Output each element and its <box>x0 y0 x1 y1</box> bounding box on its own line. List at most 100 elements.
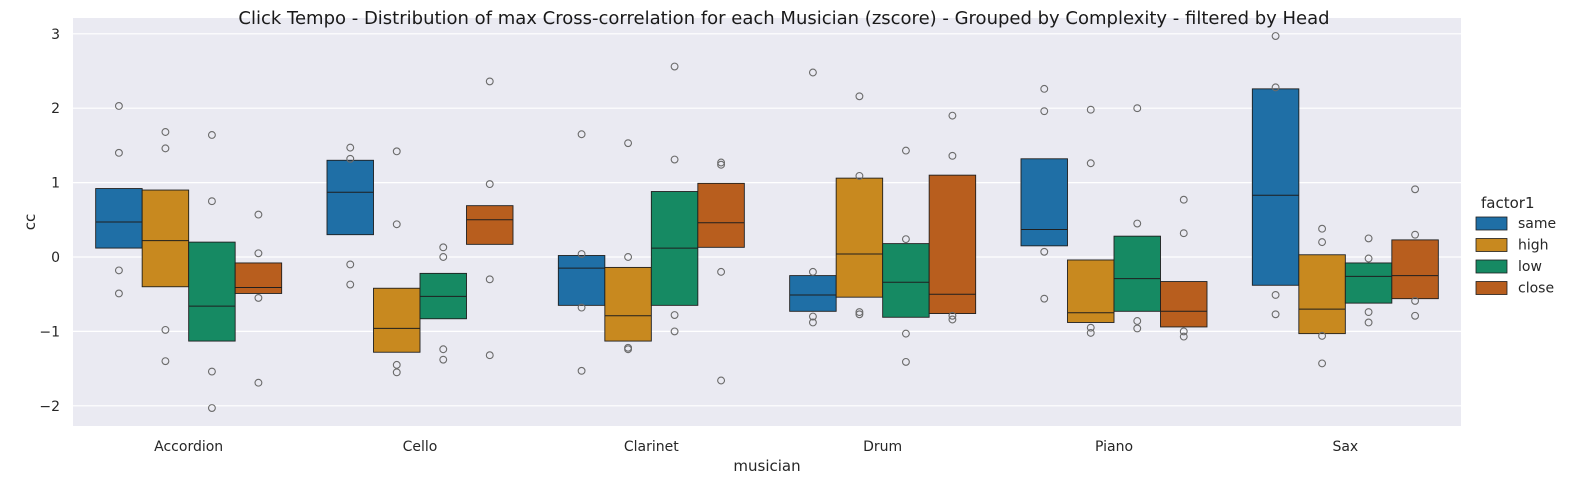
box-same <box>1020 158 1068 247</box>
outlier-point <box>1271 290 1280 299</box>
outlier-point <box>901 329 910 338</box>
box-same <box>789 275 837 312</box>
outlier-point <box>114 266 123 275</box>
outlier-point <box>717 160 726 169</box>
y-tick-label: 2 <box>51 101 60 117</box>
legend-swatch-low <box>1475 259 1508 274</box>
box-high <box>373 287 421 353</box>
outlier-point <box>855 310 864 319</box>
outlier-point <box>948 111 957 120</box>
outlier-point <box>1411 311 1420 320</box>
x-tick-labels: Accordion Cello Clarinet Drum Piano Sax <box>154 439 1358 455</box>
outlier-point <box>1086 328 1095 337</box>
outlier-point <box>392 360 401 369</box>
outlier-point <box>1411 296 1420 305</box>
outlier-point <box>1086 105 1095 114</box>
outlier-point <box>392 368 401 377</box>
legend-title: factor1 <box>1481 194 1535 212</box>
outlier-point <box>624 139 633 148</box>
outlier-point <box>901 146 910 155</box>
outlier-point <box>948 311 957 320</box>
outlier-point <box>254 293 263 302</box>
legend: factor1 same high low close <box>1475 194 1556 297</box>
outlier-point <box>1318 224 1327 233</box>
outlier-point <box>254 378 263 387</box>
outlier-point <box>439 243 448 252</box>
box-high <box>604 266 652 342</box>
outlier-point <box>439 355 448 364</box>
outlier-point <box>577 130 586 139</box>
outlier-point <box>1318 238 1327 247</box>
outlier-point <box>624 253 633 261</box>
y-tick-label: −1 <box>39 324 60 340</box>
outlier-point <box>1364 254 1373 263</box>
legend-label-high: high <box>1518 238 1549 254</box>
outlier-point <box>1318 359 1327 368</box>
outlier-point <box>1411 230 1420 239</box>
outlier-point <box>855 92 864 101</box>
outlier-point <box>1133 104 1142 113</box>
outlier-point <box>717 376 726 385</box>
outlier-point <box>670 62 679 71</box>
outlier-point <box>207 367 216 376</box>
outlier-point <box>855 171 864 180</box>
box-close <box>234 262 283 294</box>
outlier-point <box>439 345 448 354</box>
box-close <box>697 182 745 248</box>
outlier-point <box>346 280 355 289</box>
y-tick-label: 1 <box>51 176 60 192</box>
box-close <box>1391 239 1439 300</box>
outlier-point <box>1411 185 1420 194</box>
outlier-point <box>1040 247 1049 256</box>
x-tick-label: Piano <box>1095 439 1133 455</box>
legend-label-close: close <box>1518 281 1554 297</box>
x-tick-label: Sax <box>1332 439 1358 455</box>
outlier-point <box>948 315 957 324</box>
box-same <box>95 188 143 249</box>
outlier-point <box>392 220 401 229</box>
outlier-point <box>161 144 170 153</box>
box-low <box>882 243 930 318</box>
outliers-layer <box>114 32 1420 412</box>
outlier-point <box>161 357 170 366</box>
box-low <box>1113 235 1161 312</box>
outlier-point <box>485 77 494 86</box>
box-close <box>466 205 514 245</box>
outlier-point <box>577 366 586 375</box>
outlier-point <box>207 404 216 412</box>
legend-swatch-same <box>1475 216 1508 231</box>
outlier-point <box>254 249 263 258</box>
box-high <box>835 177 884 298</box>
outlier-point <box>485 275 494 284</box>
y-tick-label: 0 <box>51 250 60 266</box>
legend-swatch-close <box>1475 281 1508 295</box>
outlier-point <box>254 210 263 219</box>
outlier-point <box>670 155 679 164</box>
box-high <box>1067 259 1115 323</box>
outlier-point <box>901 235 910 244</box>
x-tick-label: Drum <box>863 439 902 455</box>
outlier-point <box>161 128 170 136</box>
outlier-point <box>1271 83 1280 92</box>
outlier-point <box>1133 317 1142 325</box>
outlier-point <box>717 267 726 276</box>
outlier-point <box>114 102 123 110</box>
box-high <box>1298 254 1346 335</box>
outlier-point <box>114 289 123 298</box>
outlier-point <box>1179 195 1188 204</box>
outlier-point <box>207 197 216 206</box>
outlier-point <box>1364 308 1373 317</box>
outlier-point <box>577 250 586 258</box>
outlier-point <box>1364 318 1373 327</box>
outlier-point <box>1318 331 1327 340</box>
x-tick-label: Clarinet <box>624 439 679 455</box>
outlier-point <box>1086 159 1095 168</box>
boxes-layer <box>95 88 1439 353</box>
y-tick-labels: −2 −1 0 1 2 3 <box>39 27 60 415</box>
outlier-point <box>1086 323 1095 332</box>
box-close <box>1160 281 1208 328</box>
box-same <box>326 159 374 236</box>
outlier-point <box>808 318 817 327</box>
outlier-point <box>1040 294 1049 303</box>
